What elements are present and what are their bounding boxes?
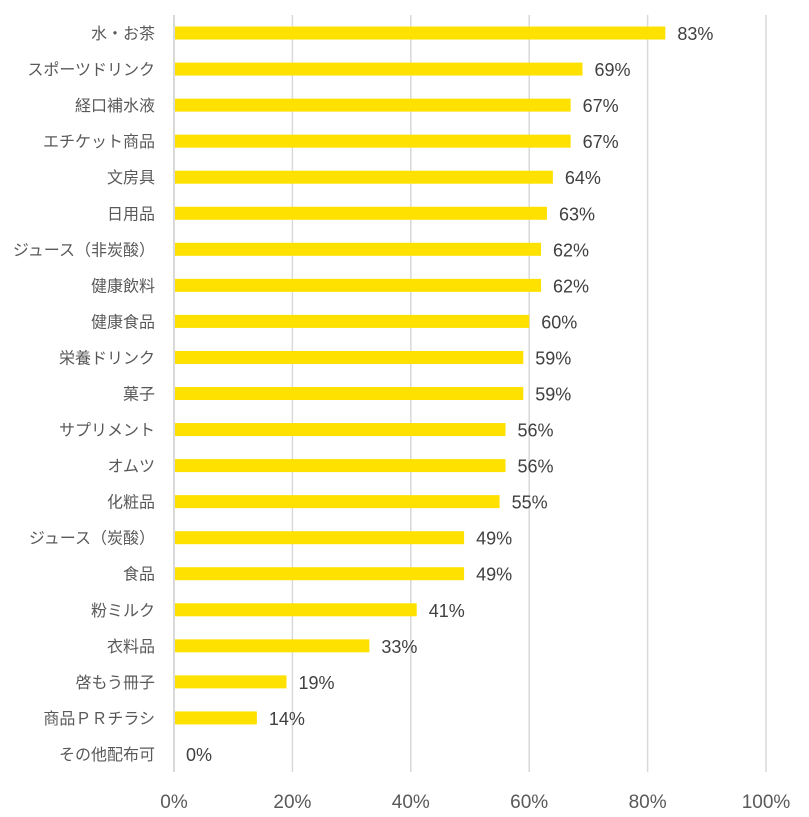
category-label: 経口補水液 [75, 97, 155, 115]
category-label: その他配布可 [59, 746, 155, 764]
data-label: 59% [535, 385, 571, 405]
data-labels: 83% 69% 67% 67% 64% 63% 62% 62% 60% 59% 59% 56% 56% 5… [186, 24, 713, 765]
data-label: 41% [429, 601, 465, 621]
bar [175, 134, 571, 148]
data-label: 69% [594, 60, 630, 80]
bar [175, 242, 542, 256]
category-label: オムツ [107, 459, 155, 476]
data-label: 60% [541, 312, 577, 332]
data-label: 33% [381, 637, 417, 657]
bar [175, 675, 287, 689]
data-label: 62% [553, 240, 589, 260]
data-label: 59% [535, 348, 571, 368]
bar [175, 495, 500, 509]
bar [175, 26, 666, 40]
category-label: 衣料品 [107, 638, 155, 656]
category-label: 化粧品 [107, 494, 155, 512]
category-label: 食品 [123, 566, 155, 584]
category-label: 粉ミルク [91, 602, 155, 620]
category-label: 栄養ドリンク [59, 349, 155, 367]
bar [175, 531, 465, 545]
category-label: エチケット商品 [43, 133, 155, 151]
category-label: 文房具 [107, 169, 155, 187]
bar [175, 278, 542, 292]
data-label: 0% [186, 745, 212, 765]
category-label: 商品ＰＲチラシ [43, 710, 155, 728]
category-label: 菓子 [123, 386, 155, 404]
category-label: サプリメント [59, 422, 155, 440]
data-label: 64% [565, 168, 601, 188]
data-label: 62% [553, 276, 589, 296]
bar [175, 206, 547, 220]
category-label: ジュース（炭酸） [29, 530, 155, 548]
data-label: 14% [269, 709, 305, 729]
data-label: 63% [559, 204, 595, 224]
bar [175, 567, 465, 581]
bar [175, 170, 553, 184]
data-label: 56% [518, 421, 554, 441]
data-label: 55% [512, 493, 548, 513]
category-label: スポーツドリンク [27, 61, 155, 79]
category-label: 健康飲料 [91, 277, 155, 295]
bar [175, 603, 417, 617]
bar [175, 387, 524, 400]
x-tick-label: 80% [629, 792, 667, 813]
x-tick-label: 0% [160, 792, 188, 813]
data-label: 49% [476, 529, 512, 549]
bar [175, 423, 506, 437]
x-tick-label: 20% [273, 792, 311, 813]
bar [175, 314, 530, 328]
bar [175, 62, 583, 76]
bar [175, 459, 506, 473]
category-label: 啓もう冊子 [75, 674, 155, 692]
bar [175, 711, 257, 725]
x-tick-label: 60% [510, 792, 548, 813]
bar [175, 350, 524, 364]
category-label: 健康食品 [91, 313, 155, 331]
data-label: 67% [583, 96, 619, 116]
category-label: 日用品 [107, 206, 155, 223]
data-label: 49% [476, 565, 512, 585]
data-label: 19% [298, 673, 334, 693]
data-label: 56% [518, 457, 554, 477]
x-tick-label: 100% [742, 792, 791, 813]
bars [175, 26, 666, 725]
category-label: 水・お茶 [91, 25, 155, 43]
x-axis-ticks: 0% 20% 40% 60% 80% 100% [160, 792, 790, 813]
category-label: ジュース（非炭酸） [13, 241, 155, 259]
data-label: 83% [677, 24, 713, 44]
bar [175, 639, 370, 653]
data-label: 67% [583, 132, 619, 152]
x-tick-label: 40% [392, 792, 430, 813]
bar [175, 98, 571, 112]
